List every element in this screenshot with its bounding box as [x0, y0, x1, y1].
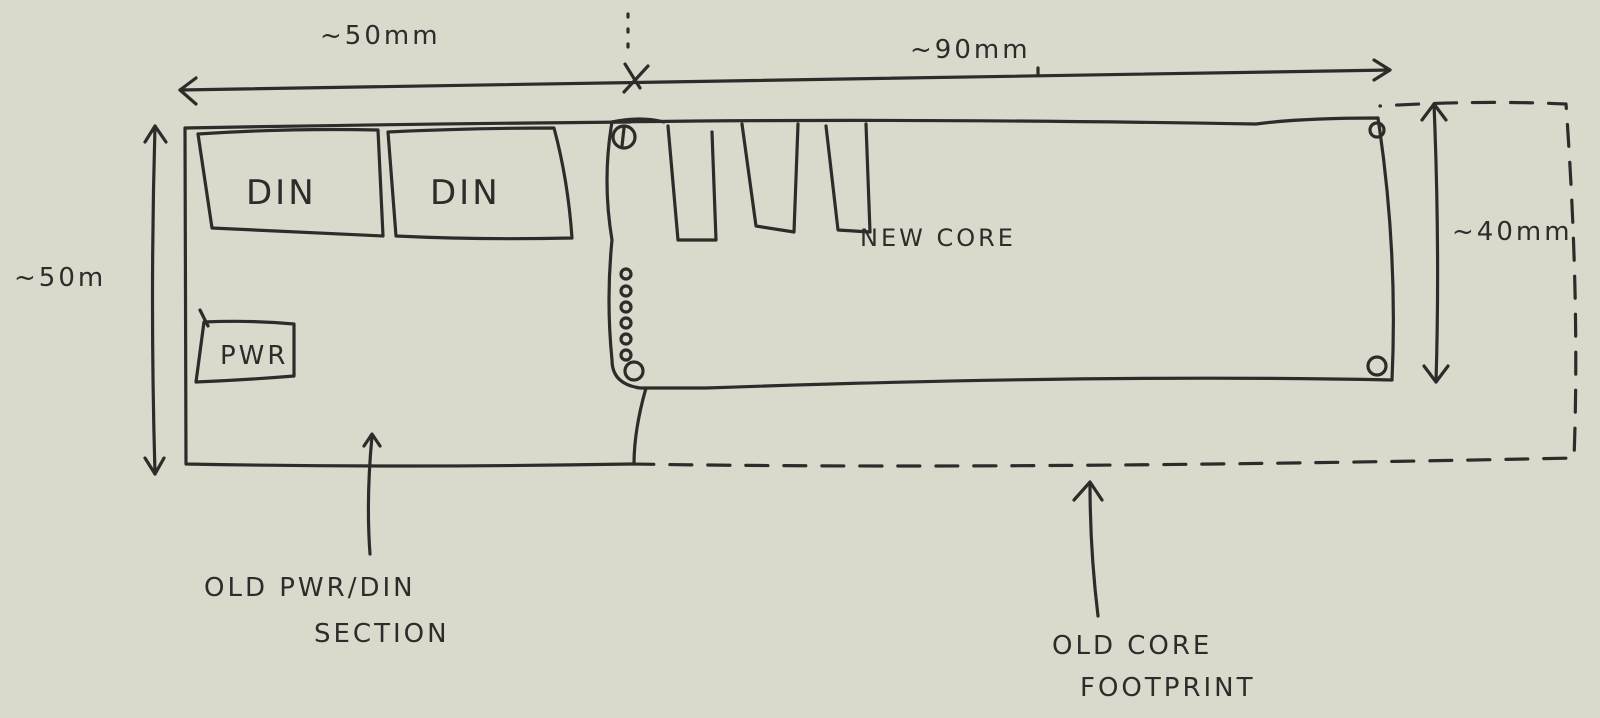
- label-old-core-line1: OLD CORE: [1052, 631, 1212, 661]
- old-section-outline: [183, 120, 634, 468]
- right-arrow-bottom-head: [1422, 364, 1450, 384]
- width-arrow-line: [178, 68, 1392, 92]
- old-pwr-din-section: [183, 120, 634, 468]
- header-pins: [619, 267, 633, 362]
- label-old-core-line2: FOOTPRINT: [1080, 673, 1256, 703]
- label-old-section-line1: OLD PWR/DIN: [204, 573, 416, 603]
- mount-hole-bottom-right: [1366, 355, 1388, 377]
- height-arrow-top-head: [143, 124, 168, 144]
- annotation-arrow-old-section: [362, 432, 382, 556]
- divider-cross-mark: [622, 62, 650, 94]
- label-din-1: DIN: [246, 173, 317, 213]
- height-arrow-bottom-head: [143, 456, 166, 476]
- label-old-section-line2: SECTION: [314, 619, 450, 649]
- label-height-left: ~50m: [14, 263, 106, 293]
- right-height-dimension: [1420, 102, 1450, 384]
- din-box-1: [196, 127, 385, 238]
- mount-hole-top-right: [1368, 121, 1386, 139]
- pwr-box: [194, 308, 296, 384]
- connector-slots: [666, 122, 872, 242]
- label-width-left: ~50mm: [320, 21, 441, 51]
- top-width-dimension: [178, 12, 1392, 106]
- old-core-footprint: [630, 100, 1578, 468]
- height-arrow-line: [150, 124, 157, 476]
- annotation-arrow-old-core: [1072, 480, 1104, 618]
- label-height-right: ~40mm: [1452, 217, 1573, 247]
- right-height-arrow-line: [1432, 102, 1440, 384]
- left-height-dimension: [143, 124, 168, 476]
- label-din-2: DIN: [430, 173, 501, 213]
- new-core-outline: [605, 116, 1395, 390]
- label-new-core: NEW CORE: [860, 224, 1016, 252]
- label-width-right: ~90mm: [910, 35, 1031, 65]
- new-core-board: [605, 116, 1395, 466]
- width-arrow-right-head: [1372, 58, 1392, 82]
- din-box-2: [386, 126, 574, 241]
- width-arrow-left-head: [178, 76, 198, 106]
- old-core-footprint-outline: [630, 100, 1578, 468]
- label-pwr: PWR: [220, 341, 288, 371]
- mount-hole-top-left: [611, 124, 637, 150]
- mount-hole-bottom-left: [623, 360, 645, 382]
- board-seam-line: [632, 386, 648, 466]
